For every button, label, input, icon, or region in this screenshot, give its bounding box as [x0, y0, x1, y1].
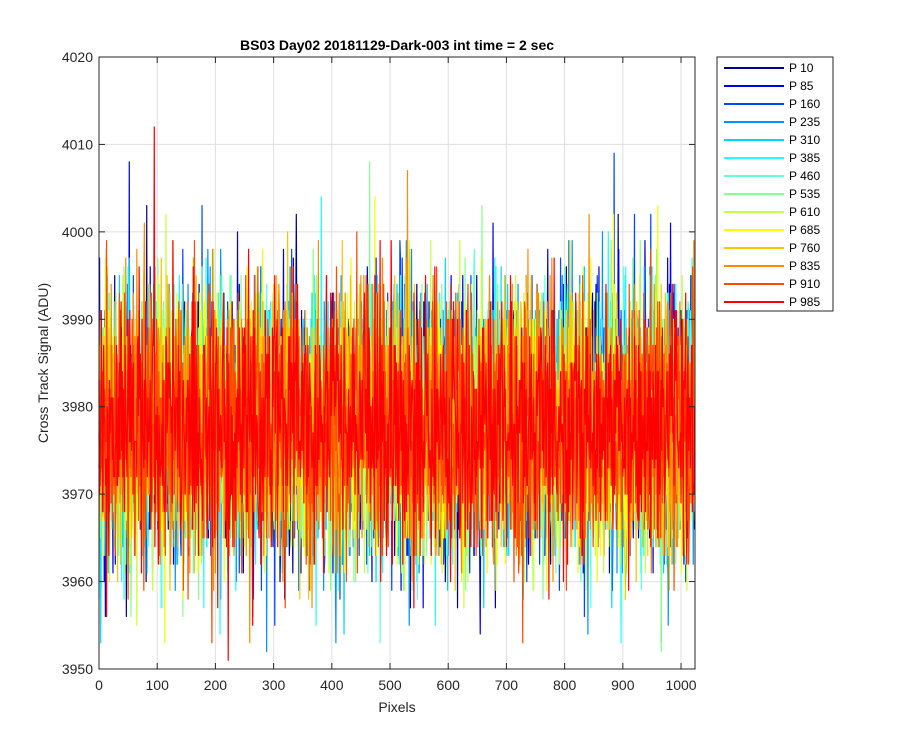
legend-label: P 535	[789, 187, 820, 201]
legend: P 10 P 85 P 160 P 235 P 310 P 385 P 460 P 535 P …	[716, 56, 834, 312]
legend-label: P 910	[789, 277, 820, 291]
legend-entry-p-385: P 385	[724, 151, 820, 165]
legend-label: P 385	[789, 151, 820, 165]
y-axis-label: Cross Track Signal (ADU)	[35, 283, 51, 443]
legend-entry-p-985: P 985	[724, 295, 820, 309]
legend-label: P 760	[789, 241, 820, 255]
legend-entry-p-760: P 760	[724, 241, 820, 255]
legend-entry-p-910: P 910	[724, 277, 820, 291]
x-tick-label: 0	[95, 677, 103, 693]
legend-label: P 985	[789, 295, 820, 309]
x-axis-label: Pixels	[378, 699, 415, 715]
legend-entries: P 10 P 85 P 160 P 235 P 310 P 385 P 460 P 535 P …	[724, 61, 820, 309]
legend-entry-p-460: P 460	[724, 169, 820, 183]
x-tick-label: 300	[262, 677, 286, 693]
x-tick-label: 600	[437, 677, 461, 693]
legend-entry-p-685: P 685	[724, 223, 820, 237]
x-tick-label: 200	[204, 677, 228, 693]
legend-label: P 85	[789, 79, 814, 93]
legend-label: P 835	[789, 259, 820, 273]
legend-entry-p-160: P 160	[724, 97, 820, 111]
legend-entry-p-610: P 610	[724, 205, 820, 219]
y-tick-label: 3980	[62, 399, 93, 415]
legend-entry-p-535: P 535	[724, 187, 820, 201]
x-tick-label: 800	[553, 677, 577, 693]
y-tick-label: 4010	[62, 136, 93, 152]
y-tick-label: 3990	[62, 311, 93, 327]
y-tick-label: 4020	[62, 49, 93, 65]
y-tick-label: 3960	[62, 574, 93, 590]
legend-entry-p-10: P 10	[724, 61, 814, 75]
legend-entry-p-835: P 835	[724, 259, 820, 273]
legend-entry-p-235: P 235	[724, 115, 820, 129]
x-tick-label: 1000	[665, 677, 696, 693]
legend-label: P 460	[789, 169, 820, 183]
legend-label: P 160	[789, 97, 820, 111]
y-tick-label: 3950	[62, 661, 93, 677]
series-line-p-985	[98, 126, 696, 661]
legend-label: P 610	[789, 205, 820, 219]
chart-title: BS03 Day02 20181129-Dark-003 int time = …	[240, 37, 554, 53]
legend-label: P 685	[789, 223, 820, 237]
y-tick-label: 3970	[62, 486, 93, 502]
x-tick-label: 900	[611, 677, 635, 693]
legend-box	[716, 56, 834, 312]
legend-entry-p-310: P 310	[724, 133, 820, 147]
x-tick-label: 400	[320, 677, 344, 693]
plot-frame	[98, 56, 696, 670]
y-tick-label: 4000	[62, 224, 93, 240]
axis-ticks: 0 100 200 300 400 500 600 700 800 900 1000 3950 3960…	[62, 49, 697, 693]
legend-entry-p-85: P 85	[724, 79, 814, 93]
legend-label: P 10	[789, 61, 814, 75]
x-tick-label: 500	[378, 677, 402, 693]
x-tick-label: 700	[495, 677, 519, 693]
x-tick-label: 100	[146, 677, 170, 693]
legend-label: P 310	[789, 133, 820, 147]
series-layer	[98, 126, 696, 661]
legend-label: P 235	[789, 115, 820, 129]
